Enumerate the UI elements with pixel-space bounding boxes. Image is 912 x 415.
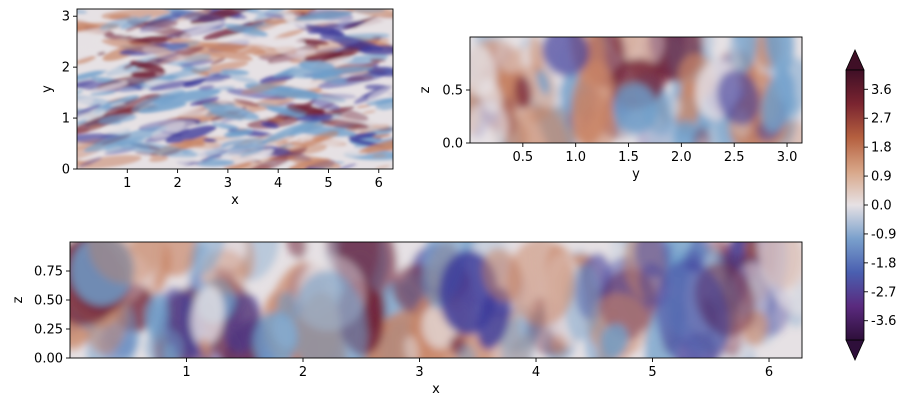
x-tick-label: 2.0 <box>671 150 692 165</box>
y-axis-label: z <box>418 86 433 93</box>
x-axis-label: y <box>632 167 640 182</box>
panel-top-right: 0.5 1.0 1.5 2.0 2.5 3.0 0.0 0.5 y z <box>418 36 803 182</box>
x-tick-label: 3.0 <box>777 150 798 165</box>
colorbar-tick-label: -2.7 <box>871 285 896 300</box>
x-tick-label: 3 <box>224 176 232 191</box>
colorbar-tick-label: -1.8 <box>871 256 896 271</box>
x-tick-label: 2 <box>173 176 181 191</box>
heatmap-field <box>77 9 393 169</box>
x-tick-label: 0.5 <box>512 150 533 165</box>
panel-bottom: 1 2 3 4 5 6 0.00 0.25 0.50 0.75 x z <box>11 241 803 397</box>
x-tick-label: 6 <box>765 365 773 380</box>
x-tick-label: 4 <box>532 365 540 380</box>
x-tick-label: 1 <box>182 365 190 380</box>
colorbar-tick-label: 0.9 <box>871 170 892 185</box>
y-tick-label: 0.00 <box>34 352 63 367</box>
panel-top-left: 1 2 3 4 5 6 0 1 2 3 x y <box>40 8 394 208</box>
heatmap-field <box>70 242 802 358</box>
x-tick-label: 6 <box>375 176 383 191</box>
y-tick-label: 0.0 <box>442 137 463 152</box>
x-tick-label: 1.5 <box>618 150 639 165</box>
x-tick-label: 4 <box>274 176 282 191</box>
y-tick-label: 1 <box>62 112 70 127</box>
colorbar-tick-label: 3.6 <box>871 83 892 98</box>
y-tick-label: 2 <box>62 61 70 76</box>
colorbar-tick-label: -3.6 <box>871 314 896 329</box>
x-axis-label: x <box>432 382 440 397</box>
y-axis-label: y <box>40 85 55 93</box>
colorbar-tick-label: 2.7 <box>871 112 892 127</box>
y-tick-label: 0.75 <box>34 265 63 280</box>
colorbar-extend-max <box>845 49 865 71</box>
heatmap-field <box>470 37 802 143</box>
y-tick-label: 0 <box>62 163 70 178</box>
colorbar-gradient <box>845 69 865 341</box>
y-axis-label: z <box>11 296 26 303</box>
colorbar-tick-label: 0.0 <box>871 199 892 214</box>
x-tick-label: 5 <box>648 365 656 380</box>
colorbar-tick-label: 1.8 <box>871 141 892 156</box>
colorbar-extend-min <box>845 339 865 361</box>
y-tick-label: 0.25 <box>34 323 63 338</box>
x-tick-label: 5 <box>324 176 332 191</box>
y-tick-label: 3 <box>62 10 70 25</box>
x-axis-label: x <box>231 193 239 208</box>
axes-frame <box>76 8 394 170</box>
y-tick-label: 0.50 <box>34 294 63 309</box>
x-tick-label: 2.5 <box>724 150 745 165</box>
x-tick-label: 2 <box>299 365 307 380</box>
y-tick-label: 0.5 <box>442 84 463 99</box>
colorbar-tick-label: -0.9 <box>871 227 896 242</box>
x-tick-label: 1 <box>123 176 131 191</box>
x-tick-label: 1.0 <box>565 150 586 165</box>
x-tick-label: 3 <box>415 365 423 380</box>
colorbar: 3.6 2.7 1.8 0.9 0.0 -0.9 -1.8 -2.7 -3.6 <box>845 49 896 361</box>
